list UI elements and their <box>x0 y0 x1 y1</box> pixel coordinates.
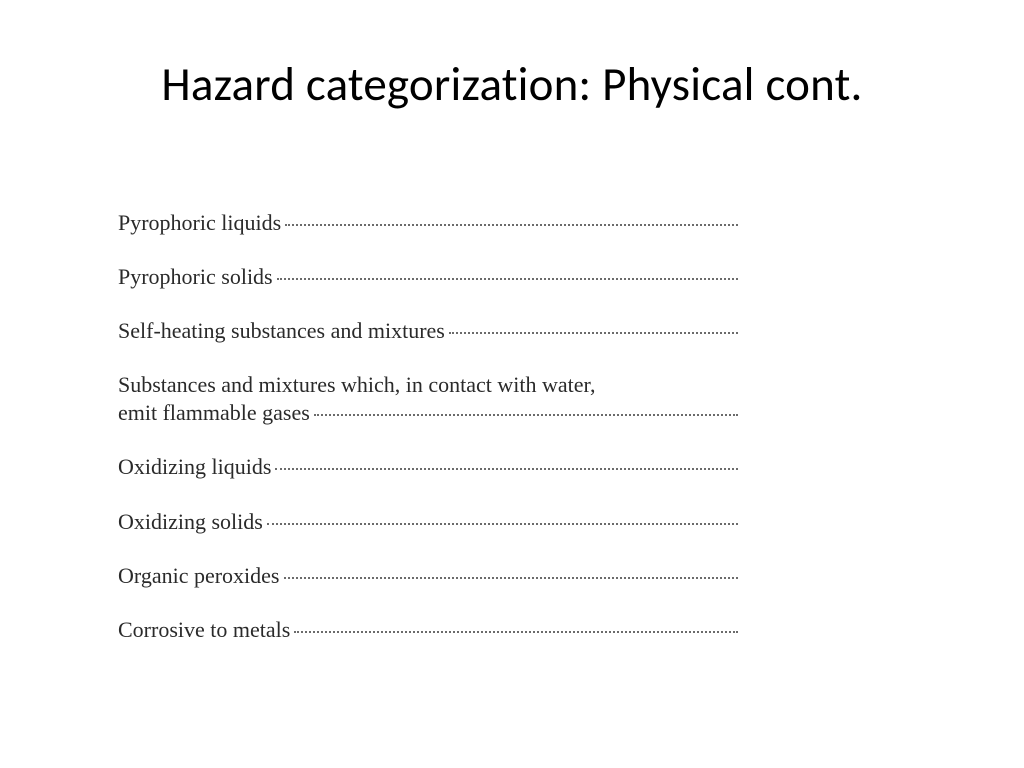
dot-leader <box>277 258 738 280</box>
toc-label: Oxidizing liquids <box>118 453 271 481</box>
toc-item: Oxidizing liquids <box>118 453 738 481</box>
dot-leader <box>285 204 738 226</box>
slide: Hazard categorization: Physical cont. Py… <box>0 0 1024 768</box>
toc-label-line2: emit flammable gases <box>118 399 310 427</box>
toc-item: Self-heating substances and mixtures <box>118 317 738 345</box>
dot-leader <box>449 313 738 335</box>
toc-item: Substances and mixtures which, in contac… <box>118 371 738 427</box>
slide-title: Hazard categorization: Physical cont. <box>0 55 1024 113</box>
toc-list: Pyrophoric liquids Pyrophoric solids Sel… <box>118 208 738 670</box>
toc-label: Self-heating substances and mixtures <box>118 317 445 345</box>
dot-leader <box>284 557 739 579</box>
toc-item: Pyrophoric liquids <box>118 208 738 236</box>
toc-label: Pyrophoric liquids <box>118 209 281 237</box>
toc-label: Pyrophoric solids <box>118 263 273 291</box>
dot-leader <box>314 394 738 416</box>
toc-label: Oxidizing solids <box>118 508 263 536</box>
toc-item: Corrosive to metals <box>118 616 738 644</box>
dot-leader <box>294 612 738 634</box>
toc-label: Corrosive to metals <box>118 616 290 644</box>
toc-item: Organic peroxides <box>118 561 738 589</box>
toc-item: Oxidizing solids <box>118 507 738 535</box>
dot-leader <box>275 449 738 471</box>
toc-item: Pyrophoric solids <box>118 262 738 290</box>
toc-label: Organic peroxides <box>118 562 280 590</box>
dot-leader <box>267 503 738 525</box>
